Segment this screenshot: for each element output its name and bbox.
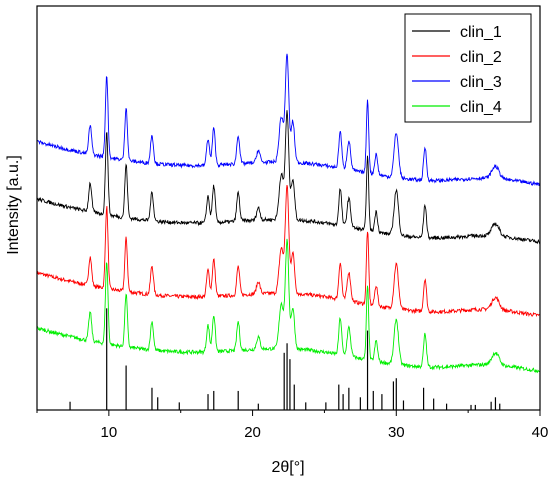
x-tick-label: 20 [244,424,261,441]
y-axis-title: Intensity [a.u.] [5,155,22,255]
series-line-clin_4 [36,238,541,374]
series-line-clin_1 [36,110,541,245]
plot-frame [36,5,541,411]
legend-label: clin_1 [460,24,502,41]
reference-sticks [69,308,501,410]
x-tick-label: 10 [101,424,118,441]
x-axis-title: 2θ[°] [271,459,304,476]
x-tick-label: 30 [388,424,405,441]
legend: clin_1 clin_2 clin_3 clin_4 [404,13,532,123]
legend-label: clin_2 [460,49,502,66]
legend-label: clin_4 [460,99,502,116]
legend-label: clin_3 [460,74,502,91]
series-lines [36,53,541,374]
series-line-clin_2 [36,185,541,317]
legend-box [404,13,532,123]
x-tick-label: 40 [532,424,549,441]
series-line-clin_3 [36,53,541,187]
x-axis-ticks: 10 20 30 40 [36,410,549,441]
